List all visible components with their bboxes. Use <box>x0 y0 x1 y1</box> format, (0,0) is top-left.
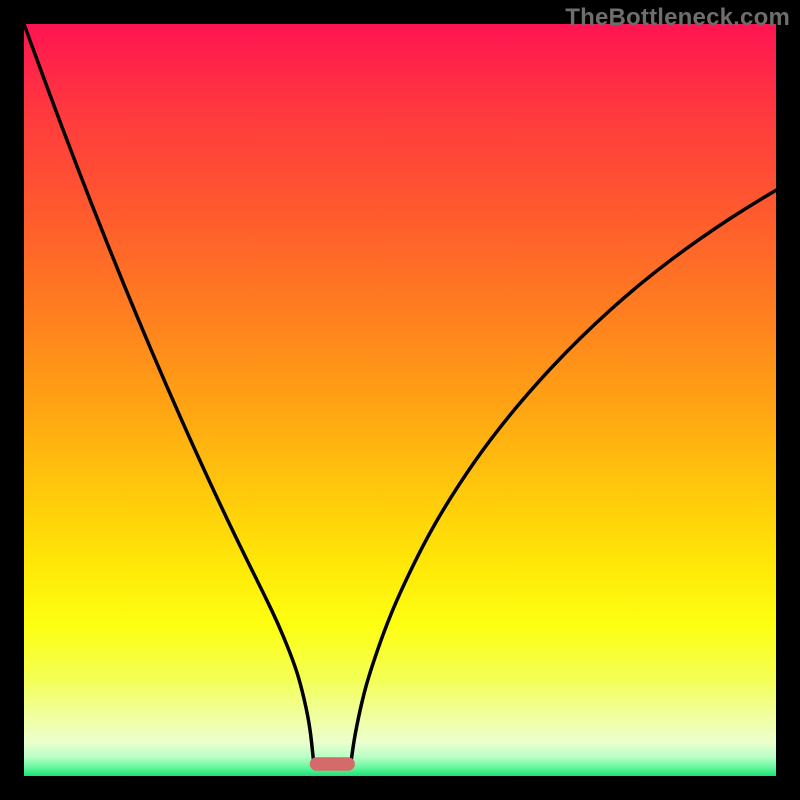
chart-canvas: TheBottleneck.com <box>0 0 800 800</box>
plot-background <box>24 24 776 776</box>
optimal-zone-marker <box>310 757 355 771</box>
bottleneck-curve-chart <box>0 0 800 800</box>
